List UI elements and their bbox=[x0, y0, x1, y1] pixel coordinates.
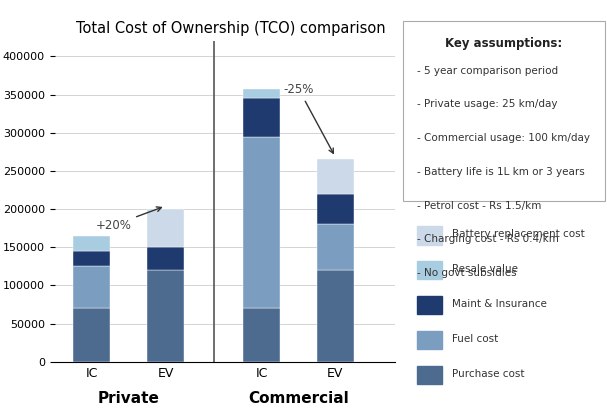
Text: Fuel cost: Fuel cost bbox=[452, 334, 498, 344]
Text: - Battery life is 1L km or 3 years: - Battery life is 1L km or 3 years bbox=[417, 167, 585, 177]
Bar bbox=[243, 89, 280, 98]
Bar bbox=[147, 209, 184, 247]
Text: -25%: -25% bbox=[283, 83, 333, 153]
Text: Battery replacement cost: Battery replacement cost bbox=[452, 229, 585, 239]
Text: - Charging cost - Rs 0.4/km: - Charging cost - Rs 0.4/km bbox=[417, 234, 559, 244]
Bar bbox=[147, 247, 184, 270]
Text: Total Cost of Ownership (TCO) comparison: Total Cost of Ownership (TCO) comparison bbox=[76, 21, 385, 35]
Bar bbox=[417, 331, 442, 349]
Bar bbox=[417, 366, 442, 384]
Bar bbox=[417, 261, 442, 279]
Bar bbox=[73, 308, 110, 362]
Bar bbox=[147, 270, 184, 362]
Bar bbox=[243, 308, 280, 362]
Text: Resale value: Resale value bbox=[452, 264, 518, 274]
Bar bbox=[317, 270, 354, 362]
Bar bbox=[73, 266, 110, 308]
Text: Purchase cost: Purchase cost bbox=[452, 369, 524, 379]
Bar bbox=[243, 98, 280, 136]
Text: - Private usage: 25 km/day: - Private usage: 25 km/day bbox=[417, 99, 558, 109]
Text: Commercial: Commercial bbox=[248, 391, 349, 406]
Bar bbox=[417, 296, 442, 314]
Text: - Petrol cost - Rs 1.5/km: - Petrol cost - Rs 1.5/km bbox=[417, 201, 541, 210]
Bar bbox=[73, 251, 110, 266]
Bar bbox=[73, 236, 110, 251]
Text: Key assumptions:: Key assumptions: bbox=[445, 37, 563, 50]
Bar bbox=[317, 159, 354, 194]
Text: - No govt subsidies: - No govt subsidies bbox=[417, 268, 517, 278]
Text: +20%: +20% bbox=[95, 207, 161, 232]
Text: Private: Private bbox=[98, 391, 160, 406]
Text: Maint & Insurance: Maint & Insurance bbox=[452, 299, 547, 309]
Bar bbox=[417, 226, 442, 245]
Bar bbox=[317, 224, 354, 270]
Text: - Commercial usage: 100 km/day: - Commercial usage: 100 km/day bbox=[417, 133, 590, 143]
Bar bbox=[243, 136, 280, 308]
Bar bbox=[317, 194, 354, 224]
Text: - 5 year comparison period: - 5 year comparison period bbox=[417, 66, 558, 76]
